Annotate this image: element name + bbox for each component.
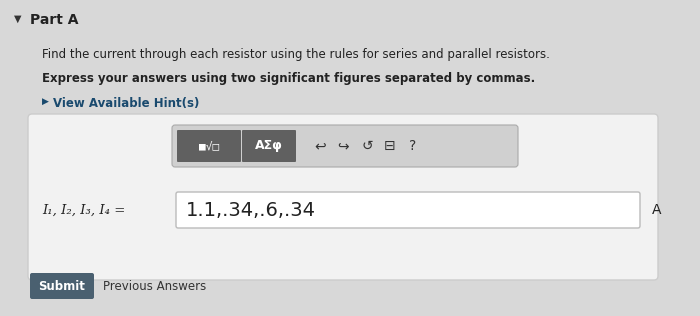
Text: A: A — [652, 203, 662, 217]
Text: ΑΣφ: ΑΣφ — [255, 139, 283, 153]
Text: Find the current through each resistor using the rules for series and parallel r: Find the current through each resistor u… — [42, 48, 550, 61]
FancyBboxPatch shape — [28, 114, 658, 280]
FancyBboxPatch shape — [172, 125, 518, 167]
Text: Part A: Part A — [30, 13, 78, 27]
Text: View Available Hint(s): View Available Hint(s) — [53, 97, 199, 110]
Text: ■√□: ■√□ — [199, 141, 219, 151]
FancyBboxPatch shape — [30, 273, 94, 299]
FancyBboxPatch shape — [242, 130, 296, 162]
FancyBboxPatch shape — [177, 130, 241, 162]
Text: Submit: Submit — [38, 279, 85, 293]
Text: ↪: ↪ — [337, 139, 349, 153]
FancyBboxPatch shape — [176, 192, 640, 228]
Text: I₁, I₂, I₃, I₄ =: I₁, I₂, I₃, I₄ = — [42, 204, 125, 216]
Text: Express your answers using two significant figures separated by commas.: Express your answers using two significa… — [42, 72, 536, 85]
Text: ?: ? — [410, 139, 416, 153]
Text: 1.1,.34,.6,.34: 1.1,.34,.6,.34 — [186, 200, 316, 220]
Text: ↺: ↺ — [361, 139, 373, 153]
Text: ▶: ▶ — [42, 97, 49, 106]
Text: ↩: ↩ — [314, 139, 326, 153]
Text: ▼: ▼ — [14, 14, 22, 24]
Text: Previous Answers: Previous Answers — [103, 279, 206, 293]
Text: ⊟: ⊟ — [384, 139, 395, 153]
